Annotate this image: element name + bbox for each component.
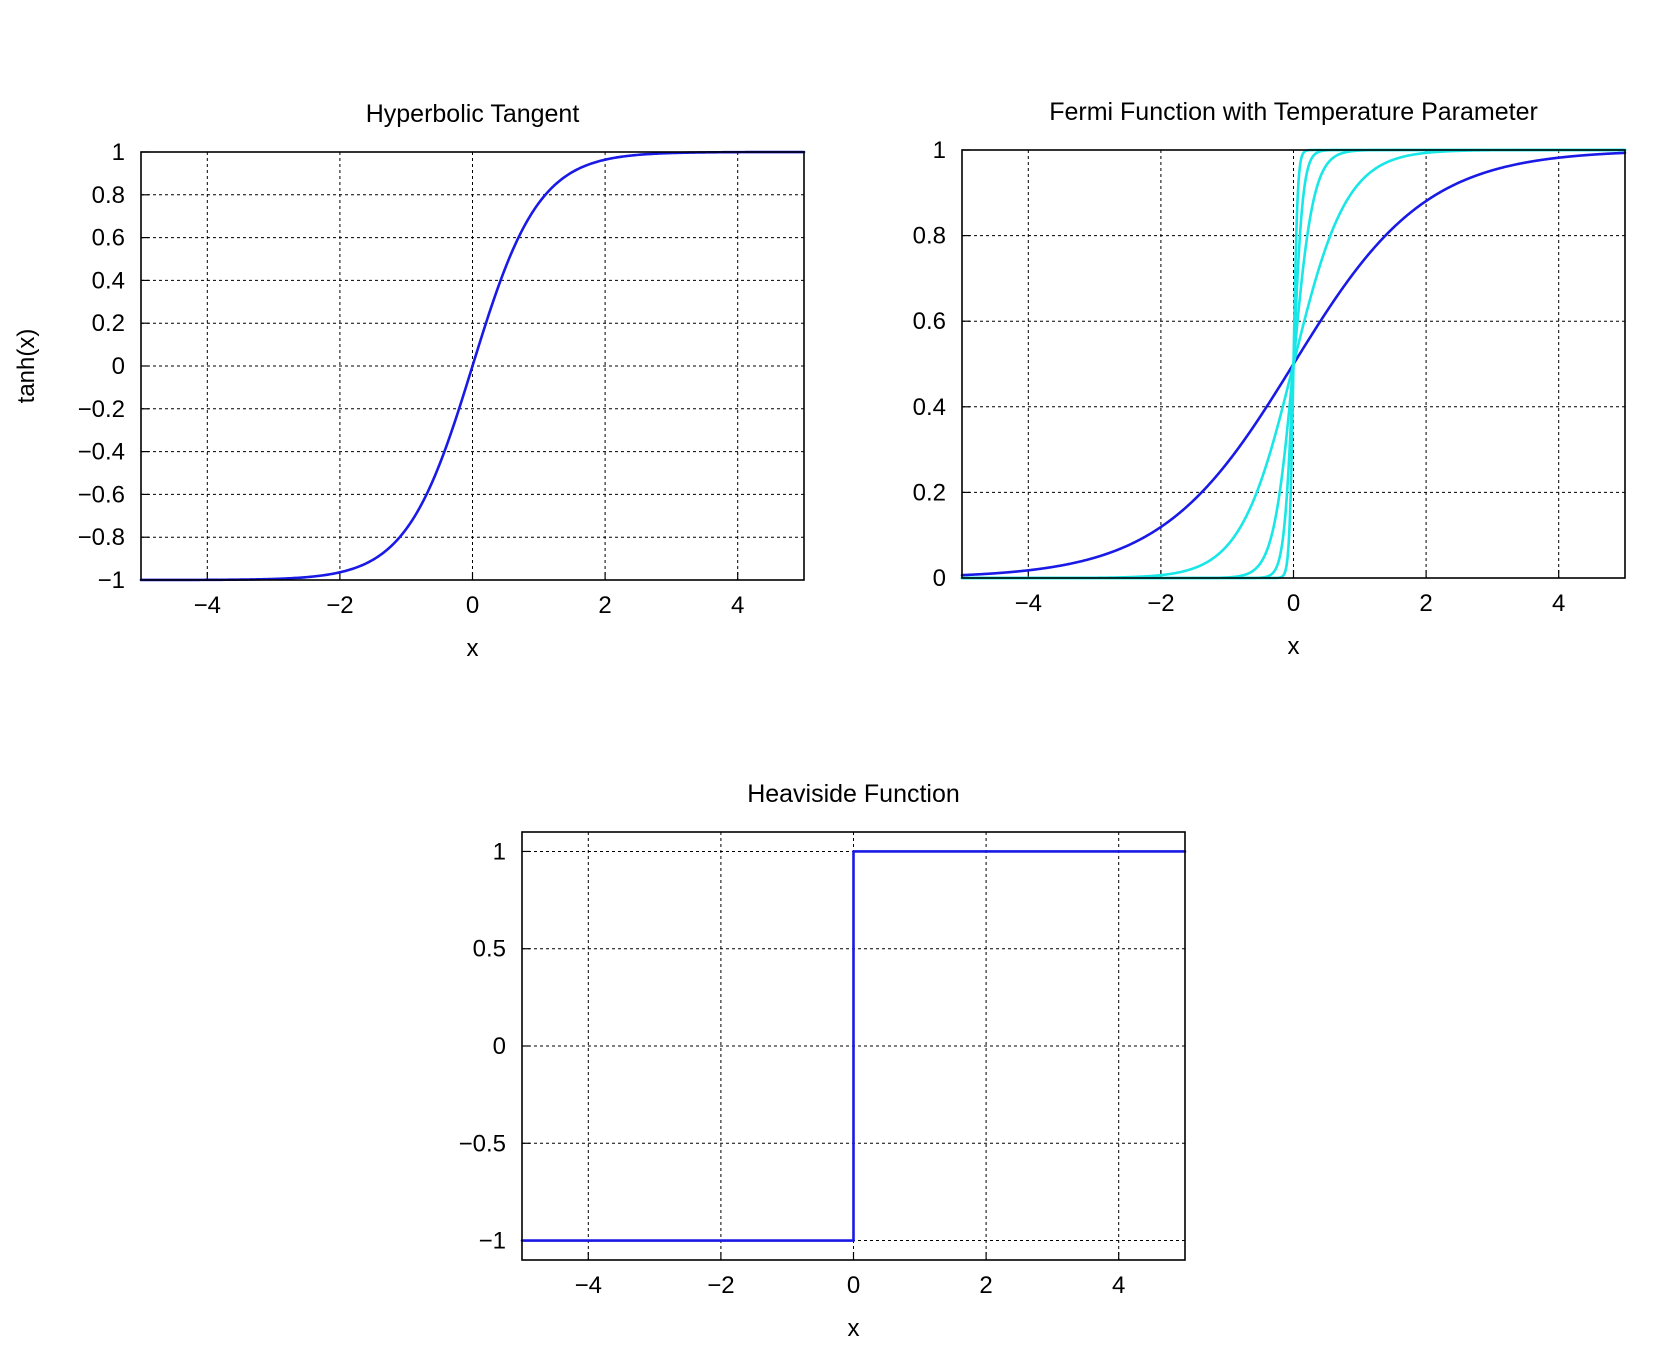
y-tick-label: 0 <box>493 1033 506 1060</box>
x-tick-label: 2 <box>1419 590 1432 617</box>
y-tick-label: −0.4 <box>78 439 125 466</box>
x-tick-label: −4 <box>194 592 221 619</box>
x-tick-label: −4 <box>1015 590 1042 617</box>
x-axis-label: x <box>467 635 479 662</box>
x-tick-label: 2 <box>979 1272 992 1299</box>
y-tick-label: 0.8 <box>92 182 125 209</box>
plot-frame <box>140 151 805 581</box>
x-tick-label: −4 <box>575 1272 602 1299</box>
x-tick-label: 4 <box>1112 1272 1125 1299</box>
y-tick-label: −0.2 <box>78 396 125 423</box>
y-tick-label: 1 <box>933 137 946 164</box>
y-tick-label: −0.8 <box>78 524 125 551</box>
x-tick-label: 0 <box>466 592 479 619</box>
x-tick-label: −2 <box>1147 590 1174 617</box>
series-line-5 <box>960 148 1627 580</box>
y-axis-label: tanh(x) <box>13 329 40 404</box>
y-tick-label: 0.5 <box>473 936 506 963</box>
y-tick-label: 0.8 <box>913 223 946 250</box>
y-tick-label: 0 <box>112 353 125 380</box>
x-tick-label: 4 <box>731 592 744 619</box>
y-tick-label: 0.2 <box>92 310 125 337</box>
plot-frame <box>521 831 1186 1261</box>
y-tick-label: 0.6 <box>913 308 946 335</box>
y-tick-label: −1 <box>479 1228 506 1255</box>
chart-heaviside: Heaviside Function −4 −2 0 2 4 −1 −0.5 0 0.5 1 x <box>459 780 1187 1342</box>
y-tick-label: 0 <box>933 565 946 592</box>
x-tick-label: 4 <box>1552 590 1565 617</box>
x-tick-label: 2 <box>598 592 611 619</box>
y-tick-label: 1 <box>112 139 125 166</box>
x-axis-label: x <box>1288 633 1300 660</box>
y-tick-label: −1 <box>98 567 125 594</box>
y-tick-label: 1 <box>493 838 506 865</box>
y-tick-label: 0.4 <box>92 267 125 294</box>
x-tick-label: 0 <box>1287 590 1300 617</box>
x-tick-label: −2 <box>707 1272 734 1299</box>
y-tick-label: 0.6 <box>92 225 125 252</box>
y-tick-label: 0.2 <box>913 479 946 506</box>
x-tick-label: 0 <box>847 1272 860 1299</box>
chart-title: Fermi Function with Temperature Paramete… <box>1049 98 1538 126</box>
x-axis-label: x <box>848 1315 860 1342</box>
chart-tanh: Hyperbolic Tangent −4 −2 0 2 4 −1 −0.8 −0.6 −0.4 −… <box>13 100 806 662</box>
y-tick-label: −0.6 <box>78 481 125 508</box>
x-tick-label: −2 <box>326 592 353 619</box>
chart-fermi: Fermi Function with Temperature Paramete… <box>913 98 1627 660</box>
series-line-1 <box>520 850 1187 1242</box>
chart-title: Heaviside Function <box>747 780 960 808</box>
series-line-1 <box>139 150 806 582</box>
y-tick-label: −0.5 <box>459 1130 506 1157</box>
y-tick-label: 0.4 <box>913 394 946 421</box>
plot-frame <box>961 149 1626 579</box>
chart-title: Hyperbolic Tangent <box>366 100 580 128</box>
